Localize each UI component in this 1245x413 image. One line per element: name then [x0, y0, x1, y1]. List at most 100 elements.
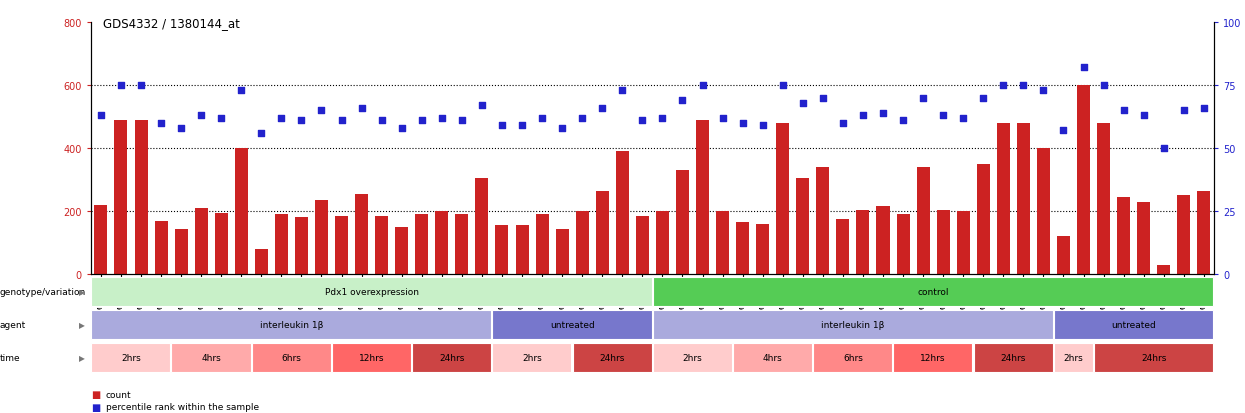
Point — [271, 115, 291, 122]
Bar — [573, 343, 651, 373]
Bar — [1137, 202, 1150, 275]
Point — [432, 115, 452, 122]
Bar — [172, 343, 250, 373]
Bar — [652, 310, 1052, 339]
Bar — [636, 216, 649, 275]
Point — [1174, 108, 1194, 114]
Point — [1013, 83, 1033, 89]
Text: untreated: untreated — [1112, 320, 1157, 329]
Point — [111, 83, 131, 89]
Point — [833, 120, 853, 127]
Bar — [977, 164, 990, 275]
Text: ■: ■ — [91, 389, 100, 399]
Bar — [295, 218, 308, 275]
Bar — [894, 343, 972, 373]
Point — [392, 125, 412, 132]
Bar — [476, 178, 488, 275]
Bar — [1077, 86, 1091, 275]
Point — [652, 115, 672, 122]
Point — [893, 118, 913, 124]
Bar — [91, 277, 651, 306]
Bar — [1053, 343, 1093, 373]
Point — [974, 95, 994, 102]
Bar — [876, 207, 889, 275]
Bar — [115, 120, 127, 275]
Point — [994, 83, 1013, 89]
Point — [934, 113, 954, 119]
Bar — [997, 123, 1010, 275]
Bar — [817, 168, 829, 275]
Point — [532, 115, 552, 122]
Point — [692, 83, 712, 89]
Bar — [1198, 191, 1210, 275]
Bar — [896, 215, 910, 275]
Point — [351, 105, 371, 112]
Text: genotype/variation: genotype/variation — [0, 287, 86, 296]
Bar — [91, 310, 491, 339]
Bar — [1017, 123, 1030, 275]
Point — [452, 118, 472, 124]
Bar — [736, 223, 749, 275]
Point — [1073, 65, 1093, 71]
Text: 2hrs: 2hrs — [522, 354, 542, 362]
Point — [291, 118, 311, 124]
Bar — [335, 216, 349, 275]
Bar — [797, 178, 809, 275]
Point — [171, 125, 190, 132]
Point — [251, 130, 271, 137]
Bar — [776, 123, 789, 275]
Bar — [456, 215, 468, 275]
Point — [192, 113, 212, 119]
Bar — [555, 229, 569, 275]
Bar — [837, 220, 849, 275]
Text: ▶: ▶ — [78, 320, 85, 329]
Text: count: count — [106, 390, 132, 399]
Bar — [214, 213, 228, 275]
Text: Pdx1 overexpression: Pdx1 overexpression — [325, 287, 418, 296]
Point — [853, 113, 873, 119]
Text: 2hrs: 2hrs — [1063, 354, 1083, 362]
Point — [232, 88, 251, 94]
Bar — [652, 343, 732, 373]
Text: 6hrs: 6hrs — [843, 354, 863, 362]
Bar — [733, 343, 812, 373]
Bar — [535, 215, 549, 275]
Bar — [355, 195, 369, 275]
Point — [1033, 88, 1053, 94]
Bar — [134, 120, 148, 275]
Point — [954, 115, 974, 122]
Text: 2hrs: 2hrs — [682, 354, 702, 362]
Bar — [936, 210, 950, 275]
Bar — [91, 343, 171, 373]
Bar — [813, 343, 893, 373]
Bar — [696, 120, 710, 275]
Text: 12hrs: 12hrs — [920, 354, 946, 362]
Bar — [916, 168, 930, 275]
Text: GDS4332 / 1380144_at: GDS4332 / 1380144_at — [103, 17, 240, 29]
Point — [372, 118, 392, 124]
Bar — [436, 211, 448, 275]
Point — [873, 110, 893, 117]
Text: 24hrs: 24hrs — [439, 354, 464, 362]
Bar — [416, 215, 428, 275]
Bar — [575, 211, 589, 275]
Text: 24hrs: 24hrs — [1140, 354, 1167, 362]
Text: ▶: ▶ — [78, 287, 85, 296]
Point — [311, 108, 331, 114]
Bar — [332, 343, 411, 373]
Point — [512, 123, 532, 129]
Bar — [496, 226, 508, 275]
Text: 24hrs: 24hrs — [600, 354, 625, 362]
Point — [773, 83, 793, 89]
Bar — [174, 229, 188, 275]
Point — [712, 115, 732, 122]
Point — [613, 88, 632, 94]
Bar — [1117, 197, 1130, 275]
Bar — [255, 249, 268, 275]
Bar — [395, 228, 408, 275]
Bar — [154, 221, 168, 275]
Bar — [515, 226, 529, 275]
Text: percentile rank within the sample: percentile rank within the sample — [106, 402, 259, 411]
Text: 24hrs: 24hrs — [1001, 354, 1026, 362]
Bar — [1057, 237, 1069, 275]
